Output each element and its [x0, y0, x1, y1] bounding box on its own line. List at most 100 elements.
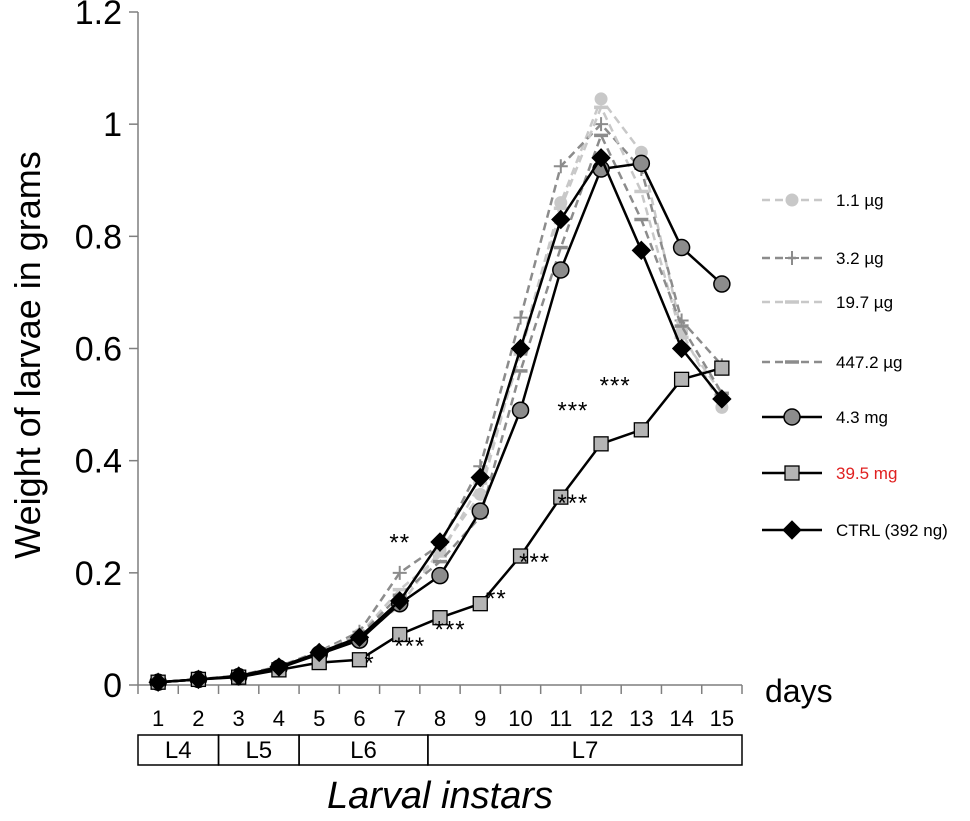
legend-label: 39.5 mg	[836, 464, 897, 483]
significance-mark: ***	[394, 633, 425, 660]
x-unit-label: days	[765, 673, 833, 709]
legend-entry: 3.2 µg	[762, 249, 884, 268]
legend-swatch-marker	[782, 520, 802, 540]
series-6	[148, 148, 732, 692]
y-tick-label: 1	[103, 106, 122, 144]
instar-label: L5	[245, 737, 272, 764]
legend-entry: 1.1 µg	[762, 191, 884, 210]
series-0	[151, 92, 729, 689]
significance-mark: *	[364, 650, 374, 677]
data-point	[510, 338, 531, 359]
series-line	[158, 132, 723, 684]
data-point	[552, 261, 570, 279]
legend-label: 4.3 mg	[836, 408, 888, 427]
series-line	[158, 155, 723, 684]
x-tick-label: 11	[549, 706, 572, 731]
data-point	[553, 489, 569, 505]
data-point	[351, 652, 368, 668]
instar-box	[427, 734, 743, 766]
data-point	[714, 360, 730, 376]
significance-mark: ***	[557, 398, 588, 425]
series-5	[150, 360, 730, 690]
legend-entry: 447.2 µg	[762, 353, 903, 372]
instar-label: L7	[572, 737, 599, 764]
data-point	[309, 642, 329, 663]
x-tick-label: 5	[313, 706, 325, 731]
x-tick-label: 15	[710, 706, 734, 731]
data-point	[594, 92, 608, 106]
data-point	[632, 154, 651, 173]
data-point	[712, 389, 732, 409]
data-point	[671, 338, 692, 359]
significance-mark: **	[486, 585, 507, 612]
data-point	[553, 159, 568, 174]
x-tick-label: 10	[508, 706, 532, 731]
data-point	[511, 401, 530, 419]
legend-label: CTRL (392 ng)	[836, 521, 948, 540]
x-tick-label: 14	[669, 706, 693, 731]
x-tick-label: 1	[152, 706, 164, 731]
legend-swatch-marker	[784, 465, 800, 481]
x-tick-label: 13	[629, 706, 653, 731]
data-point	[673, 371, 690, 387]
x-tick-label: 9	[474, 706, 486, 731]
data-point	[472, 596, 488, 612]
data-point	[591, 148, 611, 168]
significance-mark: ***	[435, 616, 466, 643]
legend-swatch-marker	[785, 251, 799, 265]
data-point	[390, 591, 410, 611]
data-point	[675, 325, 689, 339]
series-line	[158, 104, 723, 684]
legend-swatch-marker	[783, 408, 801, 426]
legend-label: 1.1 µg	[836, 191, 884, 210]
legend-label: 3.2 µg	[836, 249, 884, 268]
data-point	[551, 209, 571, 230]
data-point	[148, 672, 168, 692]
x-tick-label: 7	[394, 706, 406, 731]
y-tick-label: 0.2	[75, 555, 122, 593]
data-point	[631, 240, 652, 261]
tick-labels: 00.20.40.60.811.21 2 3 4 5 6 7 8 9 10 11 12 13 14 15	[75, 0, 743, 731]
x-axis-label: Larval instars	[327, 775, 553, 817]
data-point	[392, 626, 408, 643]
x-tick-label: 12	[589, 706, 613, 731]
data-point	[470, 467, 490, 488]
x-tick-label: 8	[434, 706, 446, 731]
legend-entry: 39.5 mg	[762, 464, 897, 483]
data-point	[471, 502, 490, 520]
y-tick-label: 0	[103, 667, 122, 705]
data-point	[392, 565, 407, 580]
legend-swatch-marker	[785, 193, 799, 207]
series-group	[148, 92, 732, 692]
series-2	[151, 104, 729, 684]
data-point	[431, 566, 449, 585]
data-point	[554, 196, 568, 210]
data-point	[672, 238, 691, 257]
series-1	[151, 117, 729, 690]
data-point	[594, 117, 609, 132]
series-line	[158, 96, 724, 684]
legend-entry: 4.3 mg	[762, 408, 888, 427]
y-axis-label: Weight of larvae in grams	[7, 151, 48, 559]
series-line	[158, 122, 723, 684]
x-tick-label: 2	[192, 706, 204, 731]
significance-mark: ***	[600, 372, 631, 399]
data-point	[593, 436, 609, 452]
data-point	[713, 275, 731, 293]
y-tick-label: 0.4	[75, 443, 122, 481]
data-point	[432, 610, 448, 626]
data-point	[633, 422, 649, 438]
y-tick-label: 0.8	[75, 218, 122, 256]
significance-annotations: ***********************	[364, 372, 631, 677]
x-tick-label: 6	[353, 706, 365, 731]
legend-label: 19.7 µg	[836, 293, 893, 312]
legend-label: 447.2 µg	[836, 353, 903, 372]
series-3	[151, 132, 729, 684]
data-point	[269, 657, 289, 677]
instar-label: L6	[350, 737, 377, 764]
legend-entry: CTRL (392 ng)	[762, 520, 948, 540]
data-point	[228, 666, 249, 686]
significance-mark: **	[389, 529, 410, 556]
significance-mark: ***	[519, 549, 550, 576]
